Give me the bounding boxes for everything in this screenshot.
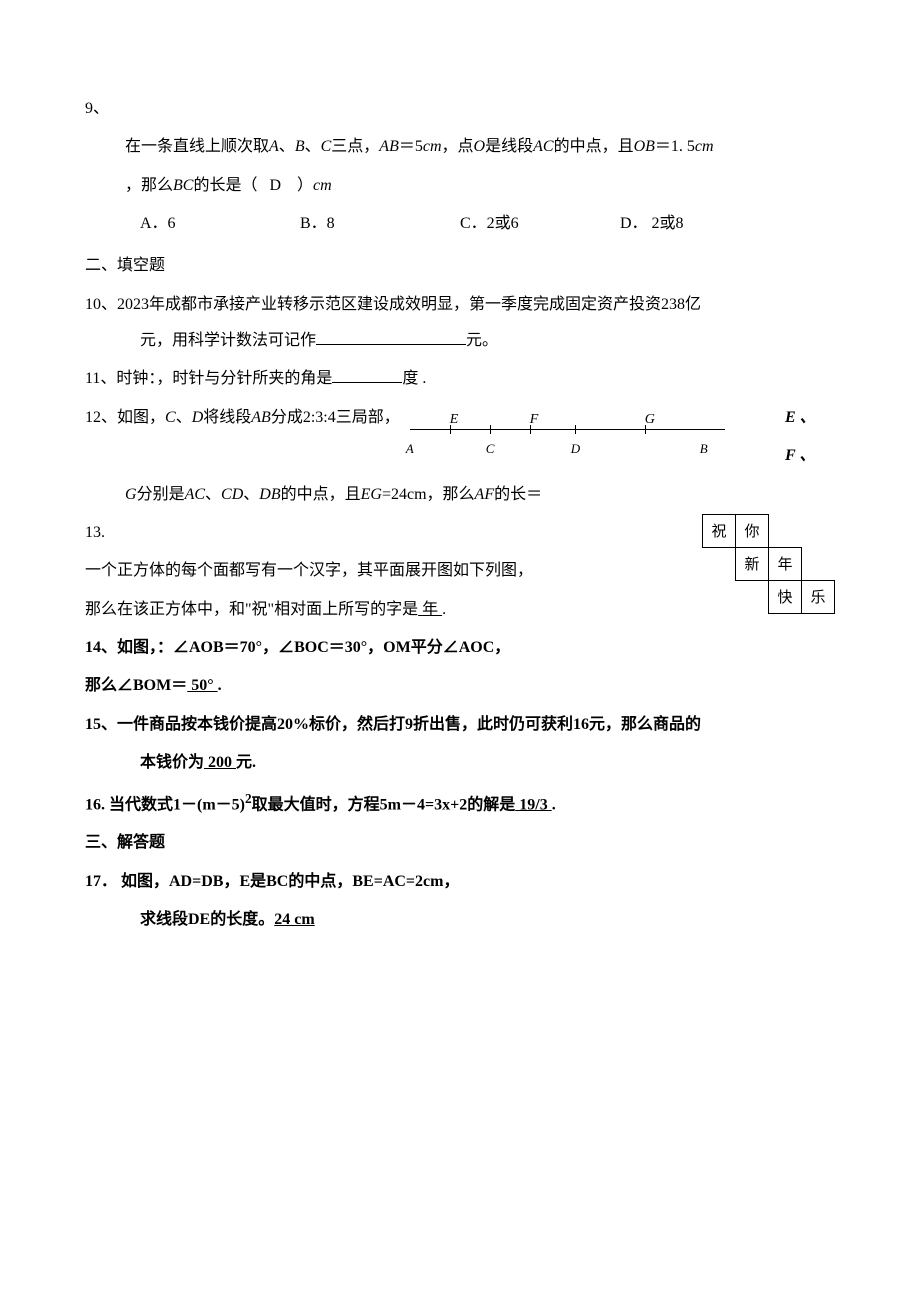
net-cell-6: 乐 xyxy=(802,580,835,613)
q13-l2a: 那么在该正方体中，和"祝"相对面上所写的字是 xyxy=(85,601,418,618)
q10-line1: 10、2023年成都市承接产业转移示范区建设成效明显，第一季度完成固定资产投资2… xyxy=(85,287,835,322)
q9-number: 9、 xyxy=(85,90,835,128)
q12-segment xyxy=(410,429,725,430)
net-cell-5: 快 xyxy=(769,580,802,613)
q16-b: 取最大值时，方程5m－4=3x+2的解是 xyxy=(252,796,516,813)
q9-opt-b: B．8 xyxy=(300,205,460,243)
q14-l2b: . xyxy=(218,677,222,694)
q11-a: 11、时钟：，时针与分针所夹的角是 xyxy=(85,370,332,387)
q14-l2ans: 50° xyxy=(187,677,217,694)
q12-side-f: F 、 xyxy=(785,437,835,475)
q13-row: 13. 一个正方体的每个面都写有一个汉字，其平面展开图如下列图， 那么在该正方体… xyxy=(85,514,835,629)
q12-line2: G分别是AC、CD、DB的中点，且EG=24cm，那么AF的长＝ xyxy=(85,476,835,514)
q15-l2ans: 200 xyxy=(204,754,236,771)
q16-sup: 2 xyxy=(245,791,252,806)
q12-lab-b: B xyxy=(700,433,708,464)
q13-l1: 一个正方体的每个面都写有一个汉字，其平面展开图如下列图， xyxy=(85,552,702,590)
q12-lab-d: D xyxy=(571,433,580,464)
q12-lab-a: A xyxy=(406,433,414,464)
q9-stem-2: ，那么BC的长是（ D ）cm xyxy=(85,167,835,205)
q13-num: 13. xyxy=(85,514,702,552)
q16: 16. 当代数式1－(m－5)2取最大值时，方程5m－4=3x+2的解是 19/… xyxy=(85,783,835,825)
q11-blank xyxy=(332,368,402,383)
q9-stem-1: 在一条直线上顺次取A、B、C三点，AB＝5cm，点O是线段AC的中点，且OB＝1… xyxy=(85,128,835,166)
q12-stem-text: 12、如图，C、D将线段AB分成2:3:4三局部， xyxy=(85,409,400,426)
q13-cube-net: 祝你 新年 快乐 xyxy=(702,514,835,614)
q10-line2: 元，用科学计数法可记作 元。 xyxy=(85,322,835,360)
q9-opt-d: D． 2或8 xyxy=(620,205,780,243)
q17-l2a: 求线段DE的长度。 xyxy=(140,911,274,928)
q17-l2: 求线段DE的长度。24 cm xyxy=(85,901,835,939)
q12-row: 12、如图，C、D将线段AB分成2:3:4三局部， E F G A C D B … xyxy=(85,399,835,476)
q10-l2a: 元，用科学计数法可记作 xyxy=(140,332,316,349)
q16-ans: 19/3 xyxy=(515,796,551,813)
q12-stem: 12、如图，C、D将线段AB分成2:3:4三局部， xyxy=(85,399,400,437)
q12-lab-c: C xyxy=(486,433,495,464)
q13-l2: 那么在该正方体中，和"祝"相对面上所写的字是 年 . xyxy=(85,591,702,629)
q12-side: E 、 F 、 xyxy=(785,399,835,476)
section-3-title: 三、解答题 xyxy=(85,824,835,862)
q9-opt-a: A．6 xyxy=(140,205,300,243)
q10-l2b: 元。 xyxy=(466,332,498,349)
q12-lab-g: G xyxy=(645,403,655,437)
q17-l1: 17． 如图，AD=DB，E是BC的中点，BE=AC=2cm， xyxy=(85,863,835,901)
q17-l2ans: 24 cm xyxy=(274,911,314,928)
net-cell-1: 祝 xyxy=(703,514,736,547)
q12-lab-f: F xyxy=(530,403,539,437)
q15-l2a: 本钱价为 xyxy=(140,754,204,771)
q16-c: . xyxy=(552,796,556,813)
q15-l2: 本钱价为 200 元. xyxy=(85,744,835,782)
q12-tick-e xyxy=(450,425,451,434)
q9-options: A．6 B．8 C．2或6 D． 2或8 xyxy=(85,205,835,243)
q9-stem-2-text: ，那么BC的长是（ D ）cm xyxy=(125,177,332,194)
q16-a: 16. 当代数式1－(m－5) xyxy=(85,796,245,813)
net-cell-3: 新 xyxy=(736,547,769,580)
q14-l2: 那么∠BOM＝ 50° . xyxy=(85,667,835,705)
q15-l1: 15、一件商品按本钱价提高20%标价，然后打9折出售，此时仍可获利16元，那么商… xyxy=(85,706,835,744)
q10-blank xyxy=(316,330,466,345)
q12-side-e: E 、 xyxy=(785,399,835,437)
q15-l2b: 元. xyxy=(236,754,256,771)
q13-l2b: . xyxy=(442,601,446,618)
q11: 11、时钟：，时针与分针所夹的角是 度 . xyxy=(85,360,835,398)
section-2-title: 二、填空题 xyxy=(85,248,835,283)
q12-figure: E F G A C D B xyxy=(400,399,785,455)
net-cell-2: 你 xyxy=(736,514,769,547)
q13-l2ans: 年 xyxy=(418,601,442,618)
q9-stem-1-text: 在一条直线上顺次取A、B、C三点，AB＝5cm，点O是线段AC的中点，且OB＝1… xyxy=(125,138,714,155)
q12-tick-f xyxy=(530,425,531,434)
q12-tick-g xyxy=(645,425,646,434)
q12-lab-e: E xyxy=(450,403,459,437)
net-cell-4: 年 xyxy=(769,547,802,580)
q12-l2-text: G分别是AC、CD、DB的中点，且EG=24cm，那么AF的长＝ xyxy=(125,486,542,503)
q11-b: 度 . xyxy=(402,370,426,387)
q14-l2a: 那么∠BOM＝ xyxy=(85,677,187,694)
q14-l1: 14、如图，：∠AOB＝70°，∠BOC＝30°，OM平分∠AOC， xyxy=(85,629,835,667)
q9-opt-c: C．2或6 xyxy=(460,205,620,243)
